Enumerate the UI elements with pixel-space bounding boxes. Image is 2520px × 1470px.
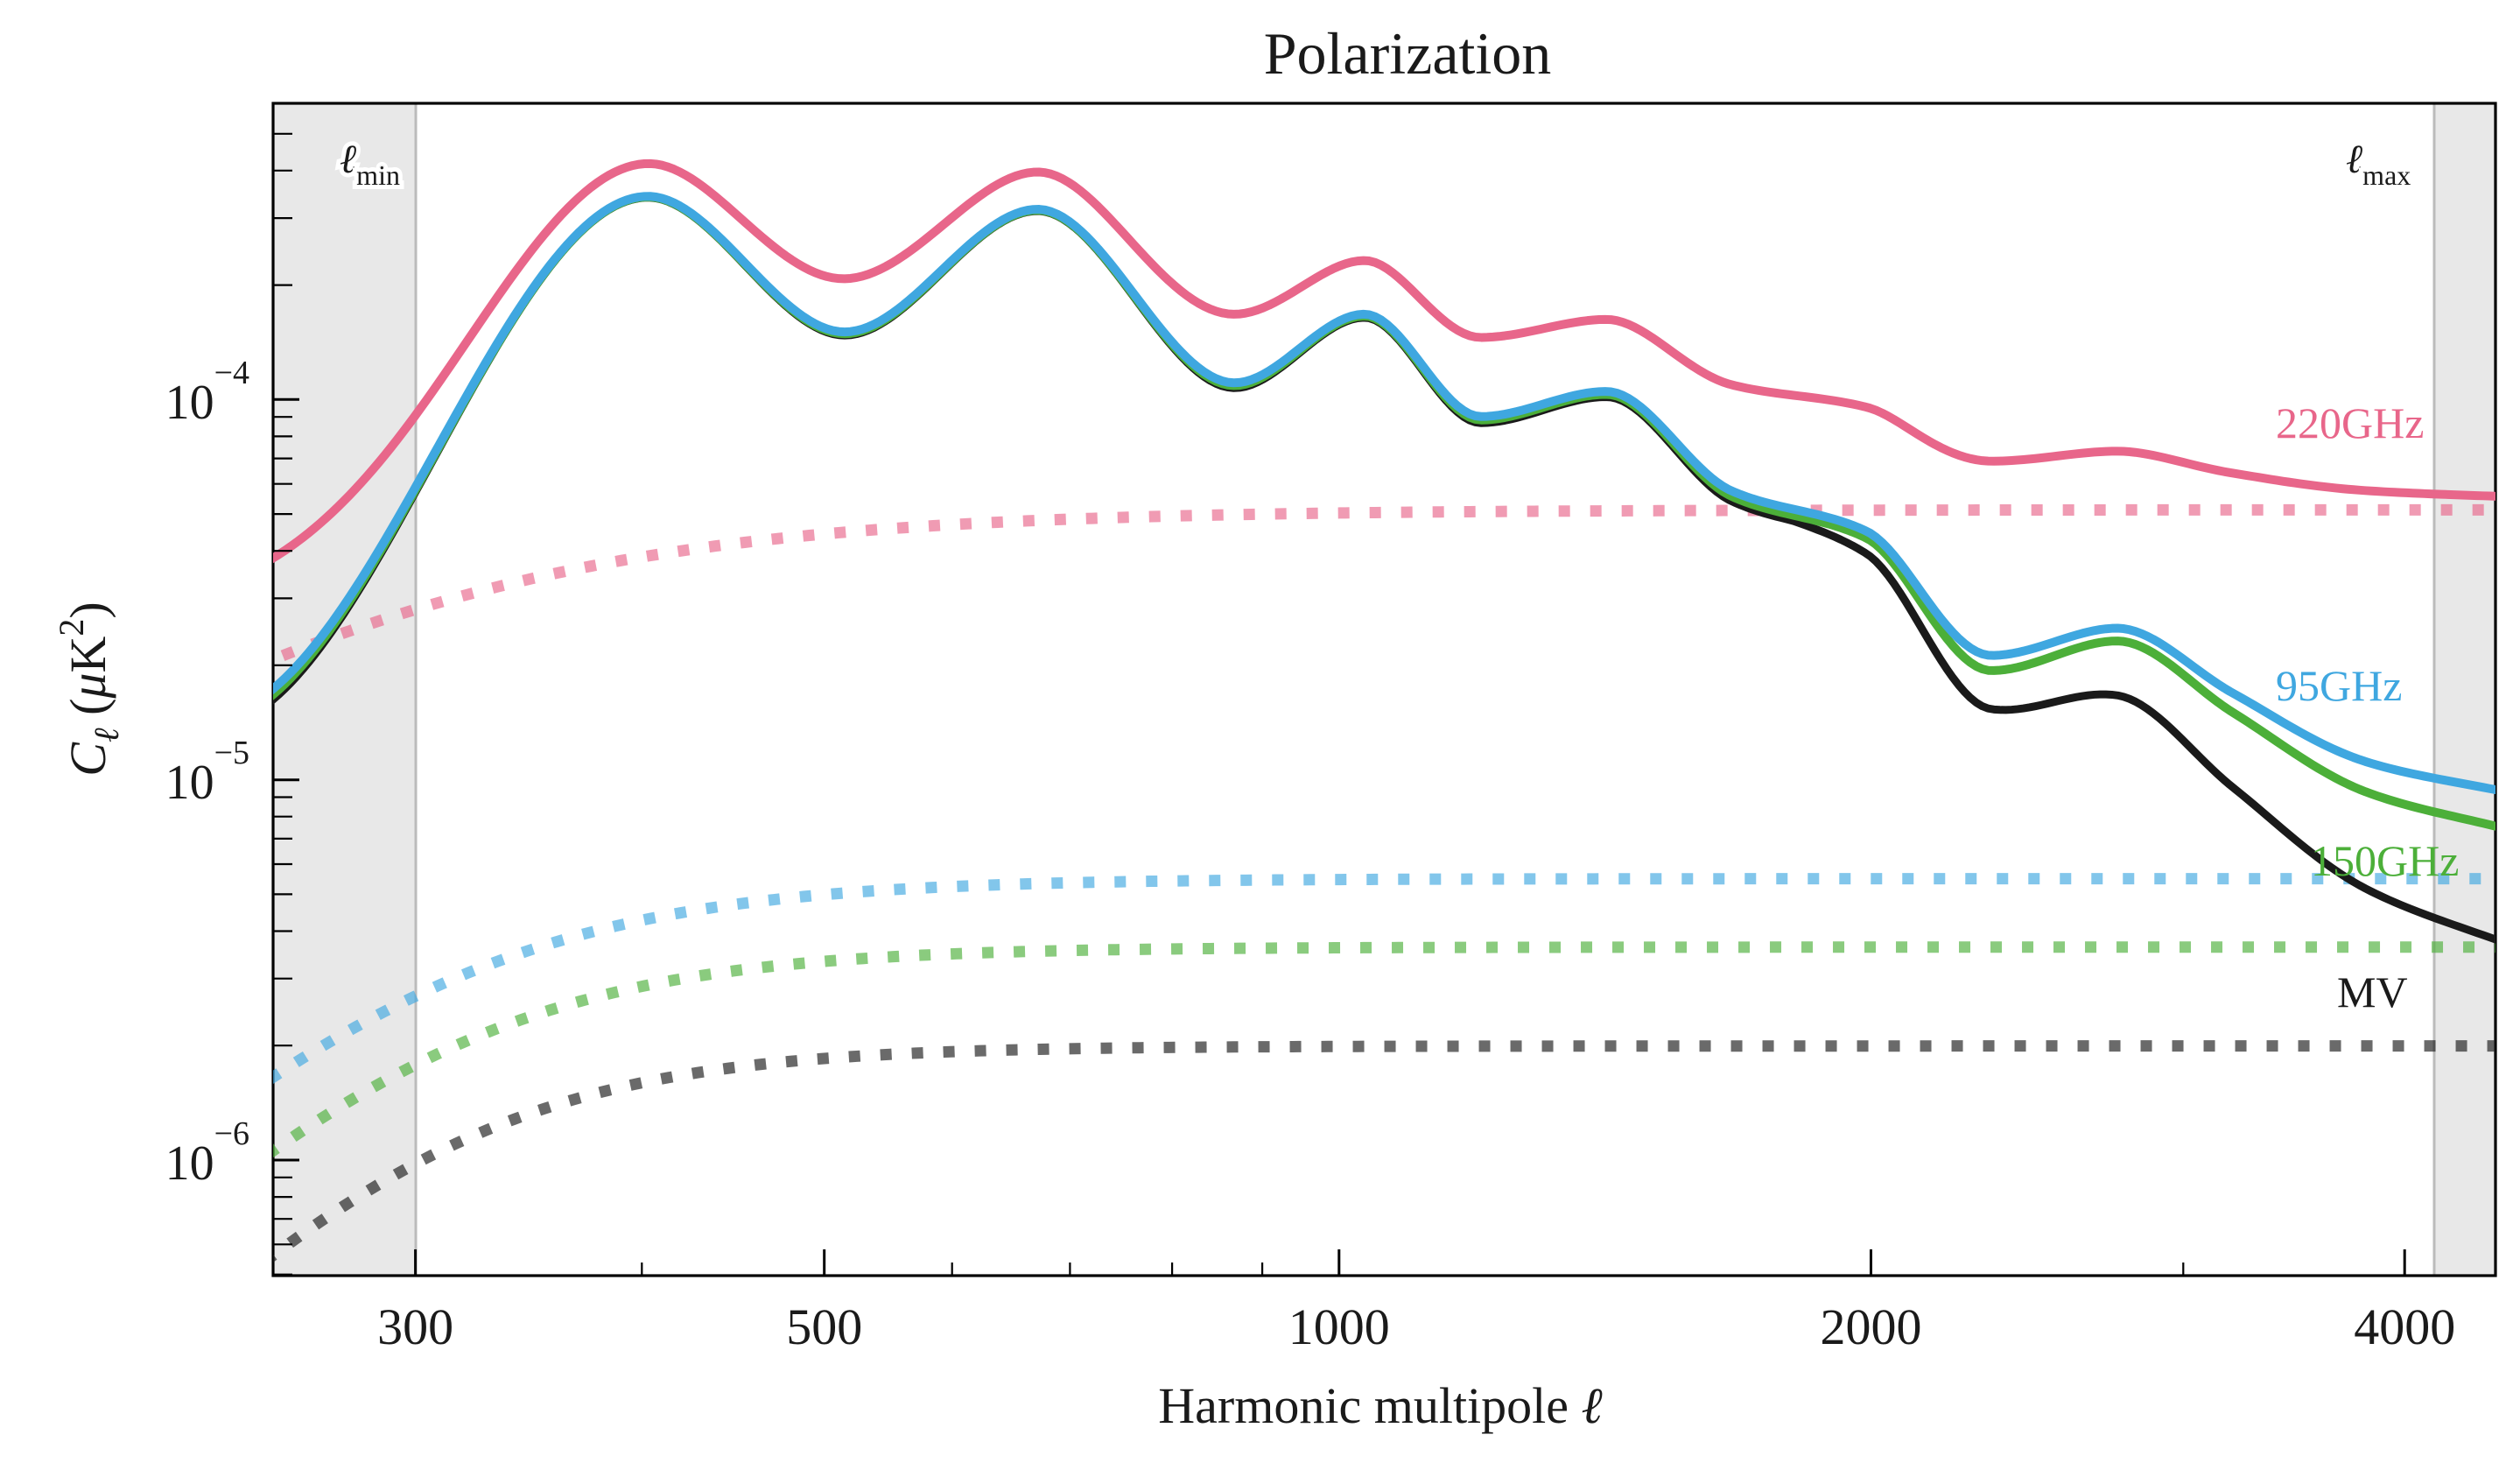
svg-text:95GHz: 95GHz — [2276, 661, 2402, 710]
svg-text:150GHz: 150GHz — [2311, 836, 2459, 885]
svg-text:Polarization: Polarization — [1264, 20, 1552, 87]
svg-text:1000: 1000 — [1288, 1298, 1390, 1355]
svg-text:Harmonic multipole ℓ: Harmonic multipole ℓ — [1158, 1377, 1602, 1434]
svg-text:300: 300 — [377, 1298, 453, 1355]
svg-text:500: 500 — [786, 1298, 862, 1355]
svg-text:MV: MV — [2337, 967, 2408, 1016]
svg-text:220GHz: 220GHz — [2276, 398, 2424, 447]
svg-text:2000: 2000 — [1821, 1298, 1922, 1355]
svg-text:4000: 4000 — [2354, 1298, 2455, 1355]
